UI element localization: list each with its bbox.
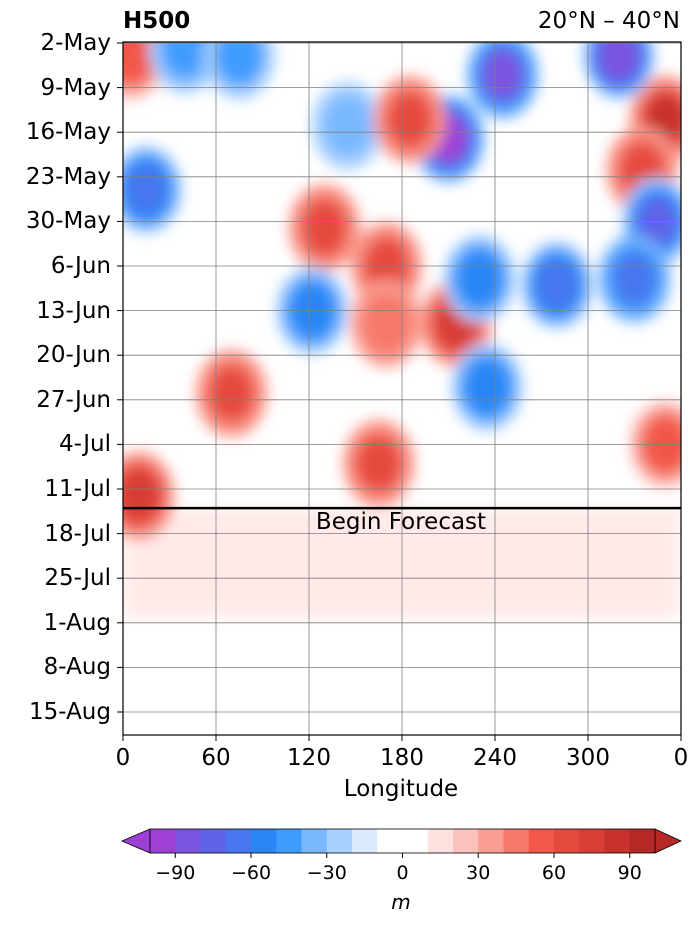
x-tick-label: 120: [287, 745, 331, 771]
colorbar-extend-low: [120, 828, 151, 854]
colorbar-segment: [579, 829, 605, 853]
anomaly-blob: [123, 42, 153, 83]
colorbar-segment: [478, 829, 504, 853]
colorbar-tick-label: 90: [617, 862, 642, 884]
colorbar-segment: [301, 829, 328, 853]
colorbar-segment: [629, 829, 656, 853]
colorbar-segment: [200, 829, 227, 853]
colorbar-tick-label: −30: [306, 862, 347, 884]
colorbar-segment: [377, 829, 403, 853]
y-tick-label: 18-Jul: [44, 520, 111, 547]
colorbar-extend-high: [654, 828, 682, 854]
chart-title: H500: [123, 8, 191, 34]
y-tick-label: 1-Aug: [43, 609, 111, 636]
anomaly-blob: [163, 42, 207, 77]
colorbar-tick-label: 0: [396, 862, 409, 884]
y-tick-label: 11-Jul: [44, 476, 111, 502]
begin-forecast-label: Begin Forecast: [315, 509, 487, 535]
y-tick-label: 4-Jul: [59, 431, 111, 458]
colorbar-segment: [352, 829, 378, 853]
colorbar-segment: [402, 829, 429, 853]
y-tick-label: 20-Jun: [36, 342, 111, 369]
x-tick-label: 0: [115, 745, 131, 771]
x-tick-label: 60: [201, 745, 231, 771]
y-tick-label: 13-Jun: [36, 297, 111, 324]
colorbar-segment: [427, 829, 454, 853]
y-tick-label: 27-Jun: [36, 386, 111, 413]
x-tick-label: 300: [566, 745, 610, 771]
anomaly-blob: [357, 436, 401, 491]
x-tick-label: 240: [473, 745, 517, 771]
x-axis-label: Longitude: [343, 776, 459, 802]
colorbar-segment: [503, 829, 530, 853]
anomaly-blob: [123, 470, 158, 520]
anomaly-blob: [214, 42, 265, 87]
anomaly-field: [123, 42, 681, 540]
anomaly-blob: [322, 94, 373, 157]
y-tick-label: 30-May: [25, 208, 111, 235]
anomaly-blob: [303, 201, 346, 255]
colorbar-tick-label: −90: [155, 862, 196, 884]
anomaly-blob: [361, 292, 412, 355]
anomaly-blob: [613, 252, 656, 306]
colorbar-segment: [528, 829, 555, 853]
colorbar-segment: [225, 829, 252, 853]
x-tick-label: 180: [380, 745, 424, 771]
y-tick-label: 25-Jul: [44, 565, 111, 592]
colorbar-segment: [554, 829, 580, 853]
y-tick-label: 2-May: [40, 30, 111, 56]
colorbar-label: m: [391, 890, 411, 914]
anomaly-blob: [483, 50, 523, 100]
anomaly-blob: [537, 260, 577, 310]
y-tick-label: 9-May: [40, 74, 111, 101]
colorbar-tick-label: 60: [541, 862, 567, 884]
colorbar-segment: [251, 829, 277, 853]
colorbar-segment: [150, 829, 176, 853]
anomaly-blob: [126, 165, 166, 215]
anomaly-blob: [210, 366, 253, 421]
colorbar-segment: [326, 829, 353, 853]
y-tick-label: 6-Jun: [50, 253, 111, 279]
colorbar-tick-label: 30: [466, 862, 491, 884]
colorbar-segment: [604, 829, 631, 853]
anomaly-blob: [388, 92, 432, 147]
y-tick-label: 16-May: [25, 119, 111, 146]
colorbar-segment: [175, 829, 201, 853]
x-tick-label: 0: [673, 745, 689, 771]
anomaly-blob: [465, 360, 509, 414]
anomaly-blob: [458, 252, 501, 306]
colorbar-tick-label: −60: [230, 862, 272, 884]
colorbar-segment: [276, 829, 302, 853]
y-tick-label: 23-May: [25, 163, 111, 190]
y-tick-label: 8-Aug: [43, 654, 111, 681]
chart-region-label: 20°N – 40°N: [537, 8, 680, 34]
y-tick-label: 15-Aug: [29, 699, 111, 725]
colorbar-segment: [453, 829, 479, 853]
anomaly-blob: [600, 42, 638, 79]
